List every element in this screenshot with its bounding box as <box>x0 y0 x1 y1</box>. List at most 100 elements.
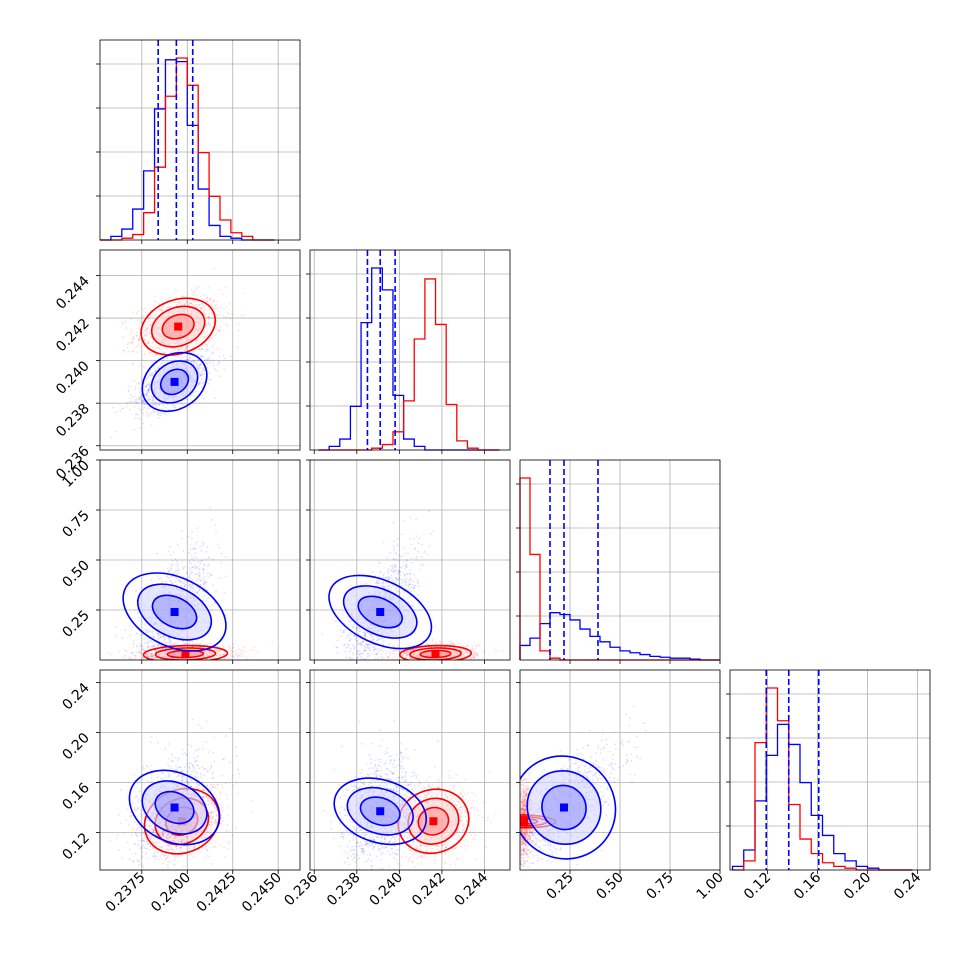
scatter-point <box>145 652 148 655</box>
scatter-point <box>148 651 150 654</box>
scatter-point <box>144 328 147 331</box>
scatter-point <box>220 325 222 328</box>
scatter-point <box>174 672 176 674</box>
scatter-point <box>407 552 409 555</box>
scatter-point <box>473 656 476 659</box>
scatter-point <box>194 567 197 570</box>
scatter-point <box>390 589 392 592</box>
scatter-point <box>133 668 135 670</box>
scatter-point <box>225 311 228 314</box>
scatter-point <box>121 656 124 659</box>
scatter-point <box>203 594 206 597</box>
scatter-point <box>195 661 197 663</box>
scatter-point <box>397 644 400 646</box>
scatter-point <box>198 372 201 375</box>
scatter-point <box>210 574 213 577</box>
scatter-point <box>382 582 385 584</box>
scatter-point <box>150 649 153 651</box>
scatter-point <box>196 304 198 306</box>
scatter-point <box>219 314 222 316</box>
scatter-point <box>147 656 150 658</box>
scatter-point <box>212 344 214 346</box>
scatter-point <box>193 300 196 303</box>
scatter-point <box>470 658 473 660</box>
scatter-point <box>138 319 141 322</box>
scatter-point <box>157 404 160 407</box>
scatter-point <box>157 644 160 647</box>
scatter-point <box>200 307 203 310</box>
scatter-point <box>189 660 191 662</box>
scatter-point <box>147 389 150 392</box>
scatter-point <box>206 666 208 668</box>
scatter-point <box>170 351 172 354</box>
scatter-point <box>130 657 133 660</box>
scatter-point <box>156 644 159 647</box>
scatter-point <box>209 572 211 575</box>
scatter-point <box>138 398 141 401</box>
scatter-point <box>465 651 468 654</box>
scatter-point <box>203 332 206 334</box>
scatter-point <box>147 383 149 386</box>
scatter-point <box>452 662 454 664</box>
scatter-point <box>348 640 351 642</box>
scatter-point <box>405 651 408 654</box>
scatter-point <box>147 645 150 648</box>
scatter-point <box>171 661 173 663</box>
scatter-point <box>198 348 201 351</box>
scatter-point <box>206 545 209 548</box>
scatter-point <box>177 644 180 647</box>
scatter-point <box>240 653 243 656</box>
scatter-point <box>412 648 415 651</box>
scatter-point <box>238 329 241 332</box>
scatter-point <box>169 641 172 644</box>
scatter-point <box>461 653 464 656</box>
scatter-point <box>169 580 172 583</box>
scatter-point <box>153 654 156 657</box>
scatter-point <box>197 568 200 570</box>
scatter-point <box>379 582 382 585</box>
scatter-point <box>127 341 130 344</box>
scatter-point <box>217 649 219 652</box>
scatter-point <box>215 370 218 372</box>
scatter-point <box>409 657 411 659</box>
scatter-point <box>199 642 202 645</box>
scatter-point <box>404 655 407 658</box>
scatter-point <box>212 352 215 355</box>
scatter-point <box>247 650 250 653</box>
scatter-point <box>450 665 452 667</box>
scatter-point <box>358 643 361 645</box>
scatter-point <box>204 343 207 346</box>
scatter-point <box>180 529 183 532</box>
scatter-point <box>216 665 218 667</box>
scatter-point <box>141 359 144 362</box>
scatter-point <box>189 576 192 579</box>
scatter-point <box>139 418 141 420</box>
scatter-point <box>356 625 359 628</box>
scatter-point <box>218 546 221 549</box>
scatter-point <box>253 646 256 648</box>
scatter-point <box>192 587 195 590</box>
scatter-point <box>409 578 412 581</box>
scatter-point <box>193 359 196 362</box>
diagonal-panel-1 <box>306 249 511 454</box>
scatter-point <box>154 313 157 316</box>
scatter-point <box>374 658 377 660</box>
scatter-point <box>378 676 380 678</box>
scatter-point <box>211 317 213 320</box>
scatter-point <box>180 661 182 663</box>
scatter-point <box>409 516 412 519</box>
scatter-point <box>161 636 163 639</box>
scatter-point <box>163 641 166 643</box>
scatter-point <box>178 303 180 305</box>
scatter-point <box>408 650 410 653</box>
scatter-point <box>203 335 206 338</box>
scatter-point <box>150 335 153 338</box>
scatter-point <box>148 383 151 386</box>
scatter-point <box>156 354 159 357</box>
scatter-point <box>223 357 226 360</box>
scatter-point <box>155 650 158 653</box>
scatter-point <box>205 550 208 553</box>
scatter-point <box>199 295 202 298</box>
scatter-point <box>169 305 172 308</box>
pair-panel-2-1 <box>306 459 511 678</box>
